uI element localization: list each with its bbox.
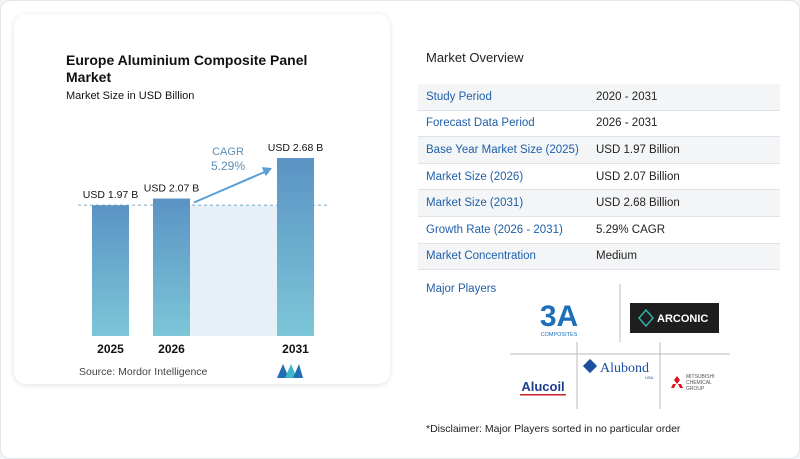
table-row: Market Concentration Medium (418, 243, 780, 271)
row-label: Market Size (2026) (426, 170, 524, 183)
logo-mitsubishi-line1: MITSUBISHI (686, 374, 715, 380)
chart-subtitle: Market Size in USD Billion (66, 90, 195, 102)
forecast-shade (190, 205, 277, 336)
logo-alubond-text: Alubond (600, 361, 649, 376)
alucoil-logo: Alucoil (520, 379, 566, 396)
mitsubishi-diamonds-icon (674, 376, 680, 384)
overview-title: Market Overview (426, 50, 524, 65)
bar-2026 (153, 198, 190, 336)
row-label: Market Size (2031) (426, 197, 524, 210)
cagr-arrowhead (261, 167, 272, 177)
row-label: Forecast Data Period (426, 117, 535, 130)
bar-value-label: USD 2.68 B (268, 142, 323, 154)
bar-value-label: USD 2.07 B (144, 183, 199, 195)
logo-3a-text: 3A (540, 300, 578, 333)
source-text: Source: Mordor Intelligence (79, 366, 208, 378)
table-row: Forecast Data Period 2026 - 2031 (418, 111, 780, 138)
mitsubishi-diamond-right (678, 384, 683, 388)
row-label: Base Year Market Size (2025) (426, 143, 579, 156)
table-row: Base Year Market Size (2025) USD 1.97 Bil… (418, 137, 780, 164)
row-value: Medium (596, 250, 637, 263)
logo-alucoil-text: Alucoil (521, 379, 564, 394)
logo-arconic-text: ARCONIC (657, 313, 708, 325)
cagr-value: 5.29% (211, 159, 245, 173)
row-label: Growth Rate (2026 - 2031) (426, 223, 563, 236)
cagr-arrow (193, 169, 269, 204)
alubond-mark-icon (582, 358, 598, 374)
logo-alubond-sub: USA (645, 375, 654, 380)
arconic-mark-icon (638, 308, 654, 328)
major-players-title: Major Players (426, 283, 497, 295)
row-value: USD 2.68 Billion (596, 197, 680, 210)
row-label: Study Period (426, 90, 492, 103)
3a-composites-logo: 3A COMPOSITES (540, 300, 578, 338)
alubond-logo: Alubond USA (582, 358, 654, 380)
logo-mitsubishi-line2: CHEMICAL (686, 380, 712, 386)
bar-chart: USD 1.97 B 2025 USD 2.07 B 2026 USD 2.68 B 20… (78, 142, 330, 356)
bar-2031 (277, 158, 314, 336)
mordor-logo-icon (277, 364, 303, 378)
logo-mitsubishi-line3: GROUP (686, 386, 705, 392)
row-value: 2020 - 2031 (596, 90, 658, 103)
bar-2025 (92, 205, 129, 336)
major-players-logos: 3A COMPOSITES ARCONIC Alubond USA Alucoi… (510, 284, 730, 409)
arconic-logo-bg (630, 303, 719, 333)
table-row: Growth Rate (2026 - 2031) 5.29% CAGR (418, 217, 780, 244)
row-value: USD 1.97 Billion (596, 143, 680, 156)
row-value: 5.29% CAGR (596, 223, 666, 236)
row-value: USD 2.07 Billion (596, 170, 680, 183)
bar-value-label: USD 1.97 B (83, 189, 138, 201)
mitsubishi-diamond-left (671, 384, 676, 388)
mitsubishi-logo: MITSUBISHI CHEMICAL GROUP (671, 374, 715, 392)
table-row: Market Size (2031) USD 2.68 Billion (418, 190, 780, 217)
disclaimer-text: *Disclaimer: Major Players sorted in no … (426, 423, 681, 435)
overview-table: Study Period 2020 - 2031 Forecast Data Pe… (418, 84, 780, 271)
cagr-label: CAGR (212, 146, 244, 158)
arconic-logo: ARCONIC (630, 303, 719, 333)
table-row: Market Size (2026) USD 2.07 Billion (418, 164, 780, 191)
row-value: 2026 - 2031 (596, 117, 658, 130)
x-tick-label: 2026 (158, 342, 185, 356)
row-label: Market Concentration (426, 250, 536, 263)
logo-3a-sub: COMPOSITES (541, 332, 578, 338)
x-tick-label: 2031 (282, 342, 309, 356)
alucoil-underline (520, 394, 566, 396)
x-tick-label: 2025 (97, 342, 124, 356)
table-row: Study Period 2020 - 2031 (418, 84, 780, 111)
chart-title: Europe Aluminium Composite Panel Market (66, 52, 308, 85)
